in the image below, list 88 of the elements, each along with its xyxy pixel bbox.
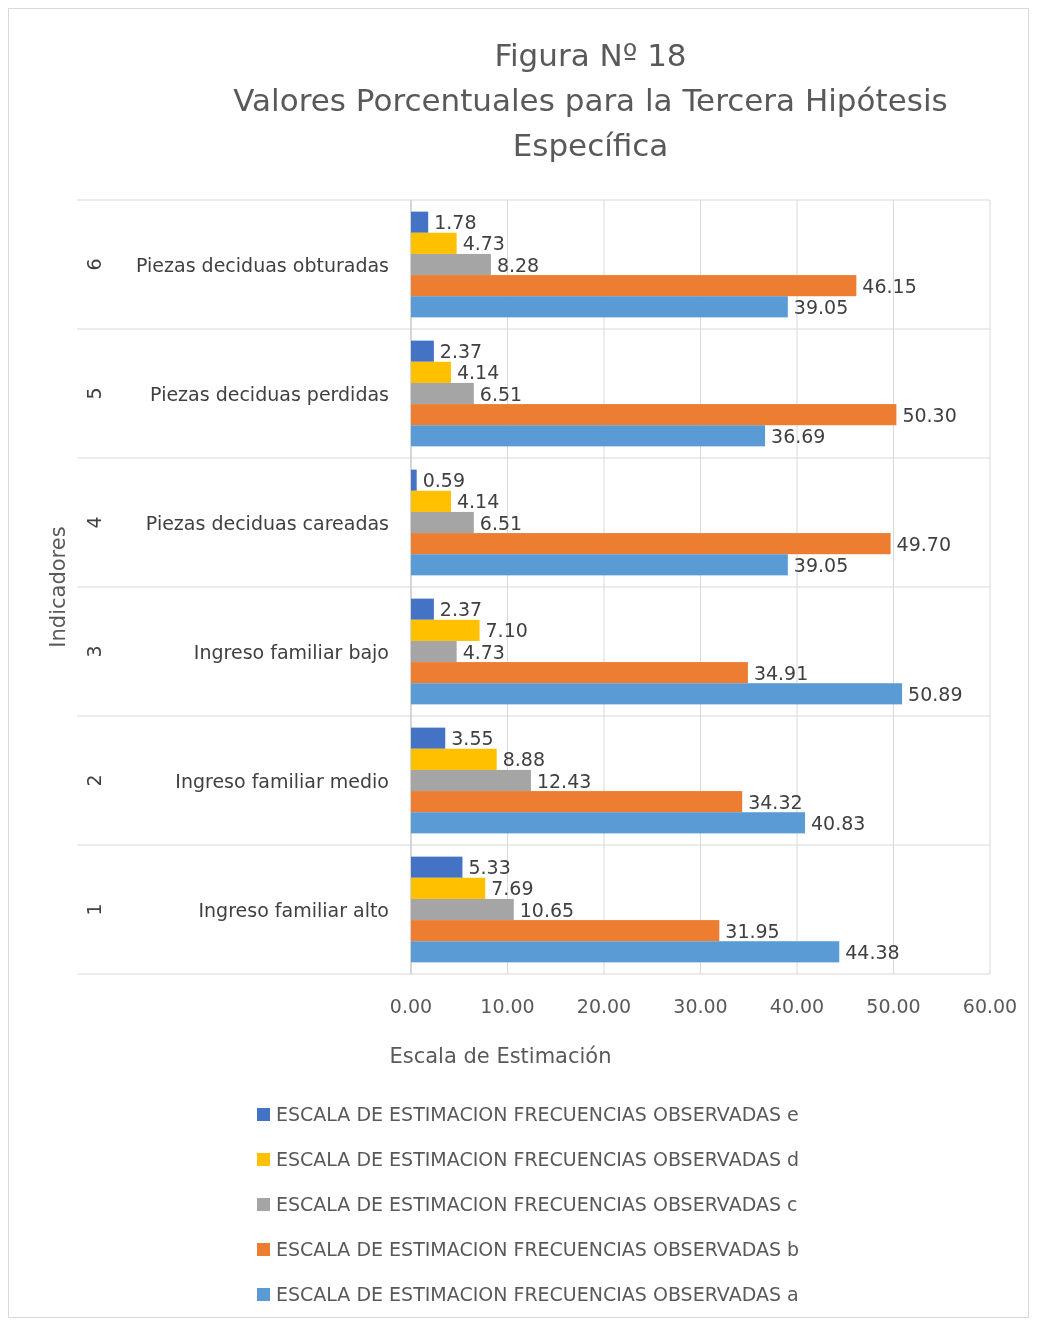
bar [411, 404, 897, 426]
x-tick-label: 30.00 [673, 995, 728, 1017]
bar [411, 533, 891, 555]
x-tick-label: 10.00 [480, 995, 535, 1017]
data-label: 6.51 [479, 382, 523, 405]
data-label: 34.32 [748, 790, 803, 813]
data-label: 12.43 [536, 769, 592, 792]
text: 3 [83, 645, 105, 658]
text: 2 [83, 774, 105, 787]
data-label: 31.95 [725, 919, 780, 942]
bar [411, 812, 806, 834]
data-label: 8.88 [502, 748, 545, 771]
legend-label: ESCALA DE ESTIMACION FRECUENCIAS OBSERVADAS a [276, 1283, 799, 1305]
x-tick-label: 40.00 [769, 995, 825, 1017]
data-label: 8.28 [496, 253, 540, 276]
bar [411, 211, 429, 233]
data-label: 0.59 [422, 469, 466, 492]
bar [411, 554, 788, 576]
x-axis-title: Escala de Estimación [389, 1044, 612, 1068]
bar [411, 683, 903, 705]
bar [411, 511, 474, 534]
y-tick-label: Ingreso familiar medio [175, 769, 389, 792]
legend-label: ESCALA DE ESTIMACION FRECUENCIAS OBSERVADAS e [276, 1103, 799, 1125]
y-tick-label: Ingreso familiar bajo [193, 640, 389, 663]
data-label: 1.78 [434, 211, 477, 234]
bar [411, 727, 446, 749]
data-label: 6.51 [479, 511, 523, 534]
bar [411, 361, 451, 383]
bar [411, 425, 766, 447]
data-label: 2.37 [439, 598, 483, 621]
bar [411, 340, 434, 362]
data-label: 50.89 [908, 682, 963, 705]
data-label: 49.70 [896, 532, 952, 555]
data-label: 39.05 [793, 553, 849, 576]
y-tick-label: Piezas deciduas perdidas [150, 382, 389, 405]
data-label: 10.65 [519, 898, 575, 921]
data-label: 5.33 [468, 856, 511, 879]
data-label: 3.55 [451, 727, 494, 750]
bar [411, 469, 417, 491]
bar [411, 791, 743, 813]
bar [411, 490, 451, 512]
bar [411, 662, 748, 684]
y-tick-label: Piezas deciduas careadas [145, 511, 389, 534]
text: 5 [83, 387, 105, 400]
bar [411, 640, 457, 663]
bar [411, 920, 720, 942]
text: 1 [83, 903, 105, 916]
bar [411, 253, 491, 276]
bar [411, 598, 434, 620]
data-label: 4.73 [462, 640, 505, 663]
bar [411, 232, 457, 254]
bar [411, 769, 531, 792]
y-tick-label: Ingreso familiar alto [198, 898, 389, 921]
data-label: 2.37 [439, 340, 483, 363]
legend-label: ESCALA DE ESTIMACION FRECUENCIAS OBSERVADAS d [276, 1148, 800, 1170]
x-tick-label: 20.00 [576, 995, 632, 1017]
y-axis-title: Indicadores [46, 526, 70, 648]
data-label: 39.05 [793, 295, 849, 318]
text: 6 [83, 258, 105, 271]
data-label: 34.91 [753, 661, 809, 684]
bar [411, 296, 788, 318]
legend-label: ESCALA DE ESTIMACION FRECUENCIAS OBSERVADAS c [276, 1193, 798, 1215]
data-label: 7.10 [485, 619, 528, 642]
bar [411, 898, 514, 921]
data-label: 4.14 [456, 361, 500, 384]
data-label: 4.73 [462, 232, 505, 255]
x-tick-label: 60.00 [962, 995, 1018, 1017]
y-tick-label: Piezas deciduas obturadas [136, 253, 389, 276]
bar [411, 748, 497, 770]
text: 4 [83, 516, 105, 529]
bar [411, 275, 857, 297]
bar [411, 941, 840, 963]
chart-subtitle: Valores Porcentuales para la Tercera Hipótesis Específica [233, 82, 948, 163]
data-label: 50.30 [902, 403, 957, 426]
x-tick-label: 50.00 [866, 995, 921, 1017]
chart-title: Figura Nº 18 [494, 37, 687, 73]
x-tick-label: 0.00 [389, 995, 433, 1017]
data-label: 7.69 [491, 877, 534, 900]
data-label: 36.69 [771, 424, 826, 447]
bar [411, 856, 463, 878]
legend-label: ESCALA DE ESTIMACION FRECUENCIAS OBSERVADAS b [276, 1238, 800, 1260]
bar [411, 877, 486, 899]
bar [411, 619, 480, 641]
data-label: 4.14 [456, 490, 500, 513]
bar [411, 382, 474, 405]
data-label: 40.83 [811, 811, 866, 834]
data-label: 44.38 [845, 940, 900, 963]
data-label: 46.15 [862, 274, 917, 297]
